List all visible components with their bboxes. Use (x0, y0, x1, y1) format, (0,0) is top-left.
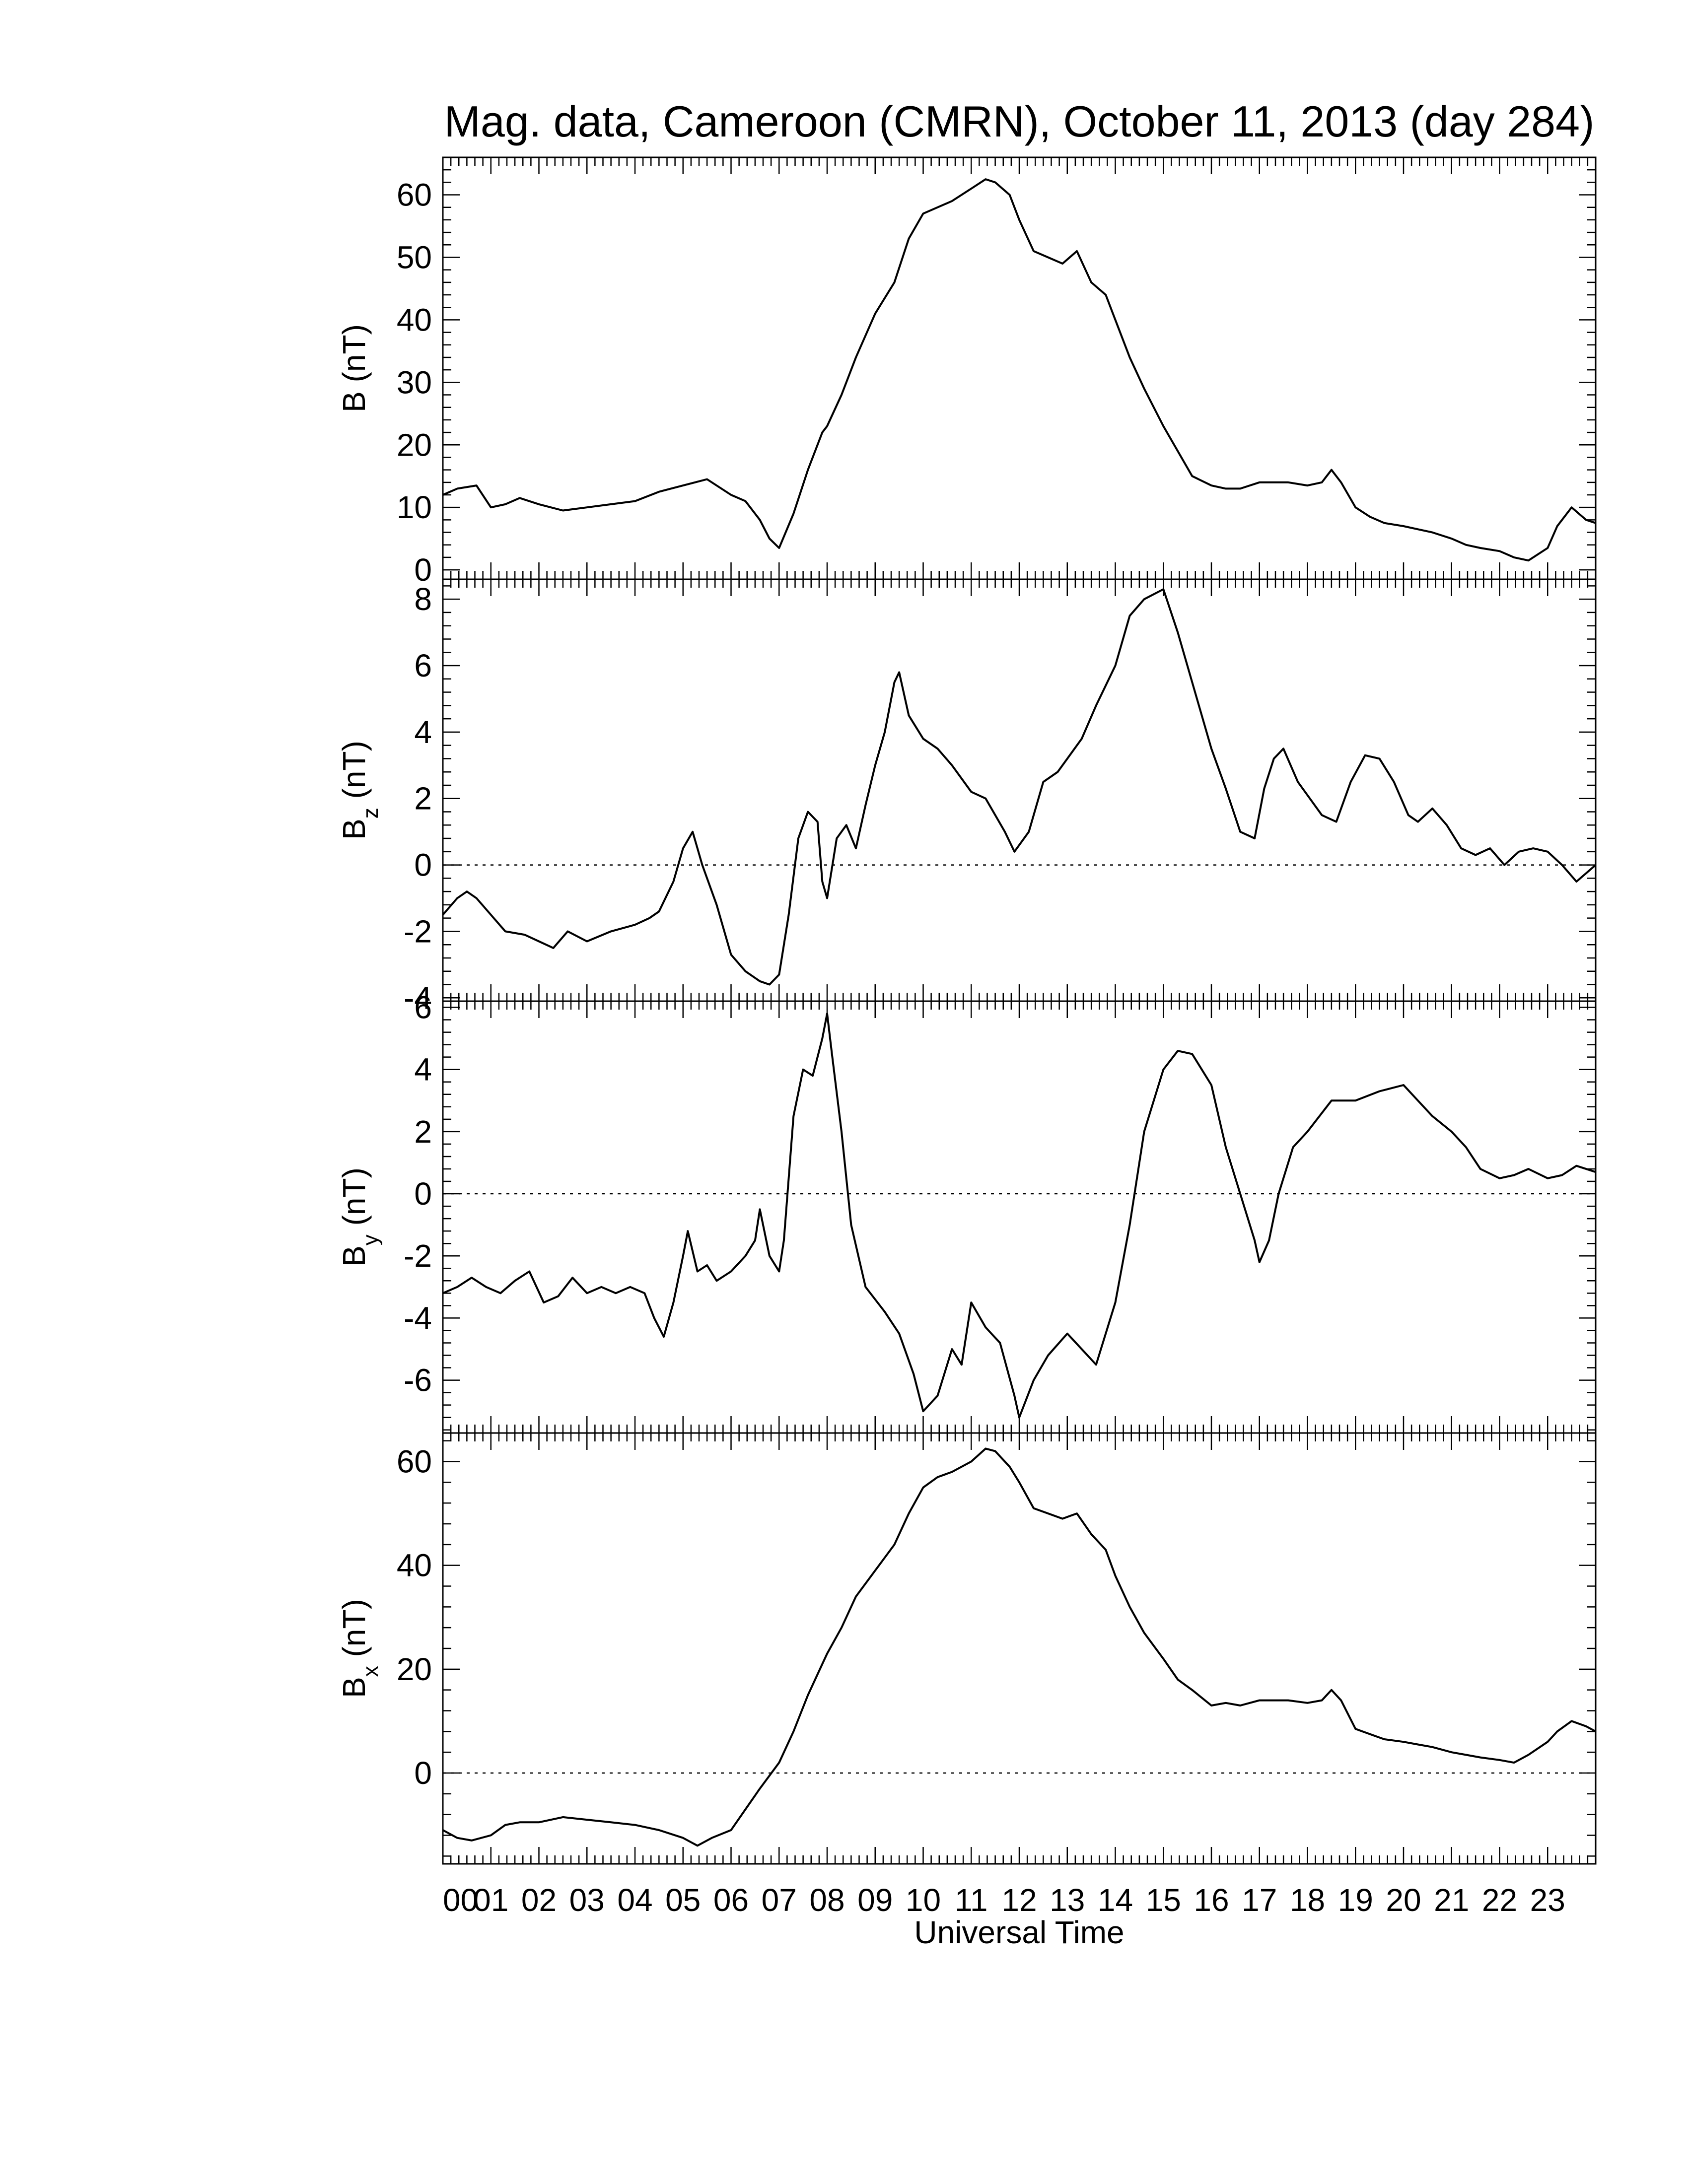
y-tick-label: -2 (404, 1238, 432, 1274)
y-label-main: B (336, 1245, 372, 1267)
x-tick-label: 20 (1386, 1882, 1421, 1918)
series-line (442, 1013, 1596, 1419)
series-line (442, 178, 1596, 562)
y-axis-label: By (nT) (336, 1167, 383, 1267)
y-label-subscript: z (358, 808, 383, 819)
y-tick-label: 4 (414, 1052, 432, 1088)
x-tick-label: 03 (569, 1882, 605, 1918)
y-label-unit: (nT) (336, 1167, 372, 1234)
y-tick-label: 2 (414, 1114, 432, 1150)
x-tick-label: 09 (857, 1882, 893, 1918)
y-tick-label: 60 (397, 1444, 432, 1480)
y-label-unit: (nT) (336, 741, 372, 808)
y-label-unit: (nT) (336, 324, 372, 391)
x-tick-label: 08 (809, 1882, 844, 1918)
y-axis-label: Bx (nT) (336, 1599, 383, 1698)
y-label-main: B (336, 1677, 372, 1698)
y-tick-label: 2 (414, 781, 432, 817)
x-tick-label: 18 (1290, 1882, 1325, 1918)
x-tick-label: 11 (955, 1882, 987, 1918)
y-tick-label: -2 (404, 913, 432, 949)
x-tick-label: 13 (1050, 1882, 1085, 1918)
y-tick-label: 30 (397, 364, 432, 400)
series-line (442, 1447, 1596, 1847)
x-tick-label: 06 (713, 1882, 749, 1918)
y-tick-label: 0 (414, 1755, 432, 1791)
x-tick-label: 10 (906, 1882, 941, 1918)
x-tick-label: 16 (1194, 1882, 1229, 1918)
y-label-subscript: y (358, 1234, 383, 1245)
x-tick-label: 14 (1098, 1882, 1133, 1918)
panel-0: 0 10 20 30 40 50 60 B (nT) (336, 156, 1597, 588)
panel-3: 0 20 40 60 Bx (nT) (336, 1432, 1597, 1865)
y-label-unit: (nT) (336, 1599, 372, 1666)
y-axis-label: B (nT) (336, 324, 372, 412)
y-tick-label: 4 (414, 714, 432, 750)
panel-2: -6 -4 -2 0 2 4 6 By (nT) (336, 990, 1597, 1434)
y-tick-label: 0 (414, 847, 432, 883)
panel-frame (442, 1432, 1597, 1865)
panel-frame (442, 1000, 1597, 1434)
x-tick-label: 02 (521, 1882, 557, 1918)
y-label-subscript: x (358, 1666, 383, 1677)
x-tick-label: 05 (665, 1882, 701, 1918)
panel-frame (442, 578, 1597, 1002)
x-axis-label: Universal Time (914, 1914, 1124, 1950)
y-tick-label: 40 (397, 302, 432, 338)
y-tick-label: 8 (414, 581, 432, 617)
x-tick-label: 01 (473, 1882, 508, 1918)
x-tick-label: 04 (617, 1882, 652, 1918)
y-tick-label: 50 (397, 239, 432, 275)
series-line (442, 588, 1597, 986)
y-label-main: B (336, 391, 372, 412)
y-tick-label: 0 (414, 552, 432, 588)
y-tick-label: -4 (404, 980, 432, 1016)
y-axis-label: Bz (nT) (336, 741, 383, 840)
x-tick-label: 12 (1001, 1882, 1037, 1918)
y-tick-label: -6 (404, 1363, 432, 1398)
panel-1: -4 -2 0 2 4 6 8 Bz (nT) (336, 578, 1597, 1016)
x-tick-label: 23 (1530, 1882, 1565, 1918)
x-tick-label: 21 (1434, 1882, 1469, 1918)
x-tick-label: 00 (443, 1882, 478, 1918)
y-tick-label: 0 (414, 1176, 432, 1212)
y-label-main: B (336, 819, 372, 840)
x-tick-label: 19 (1338, 1882, 1373, 1918)
y-tick-label: 40 (397, 1548, 432, 1583)
x-tick-label: 07 (762, 1882, 797, 1918)
y-tick-label: 20 (397, 1651, 432, 1687)
y-tick-label: 6 (414, 990, 432, 1025)
x-tick-label: 22 (1482, 1882, 1517, 1918)
figure-title: Mag. data, Cameroon (CMRN), October 11, … (444, 97, 1595, 146)
x-tick-label: 15 (1146, 1882, 1181, 1918)
y-tick-label: 10 (397, 489, 432, 525)
x-tick-label: 17 (1242, 1882, 1277, 1918)
y-tick-label: 6 (414, 648, 432, 683)
y-tick-label: 60 (397, 177, 432, 213)
y-tick-label: 20 (397, 427, 432, 463)
y-tick-label: -4 (404, 1300, 432, 1336)
